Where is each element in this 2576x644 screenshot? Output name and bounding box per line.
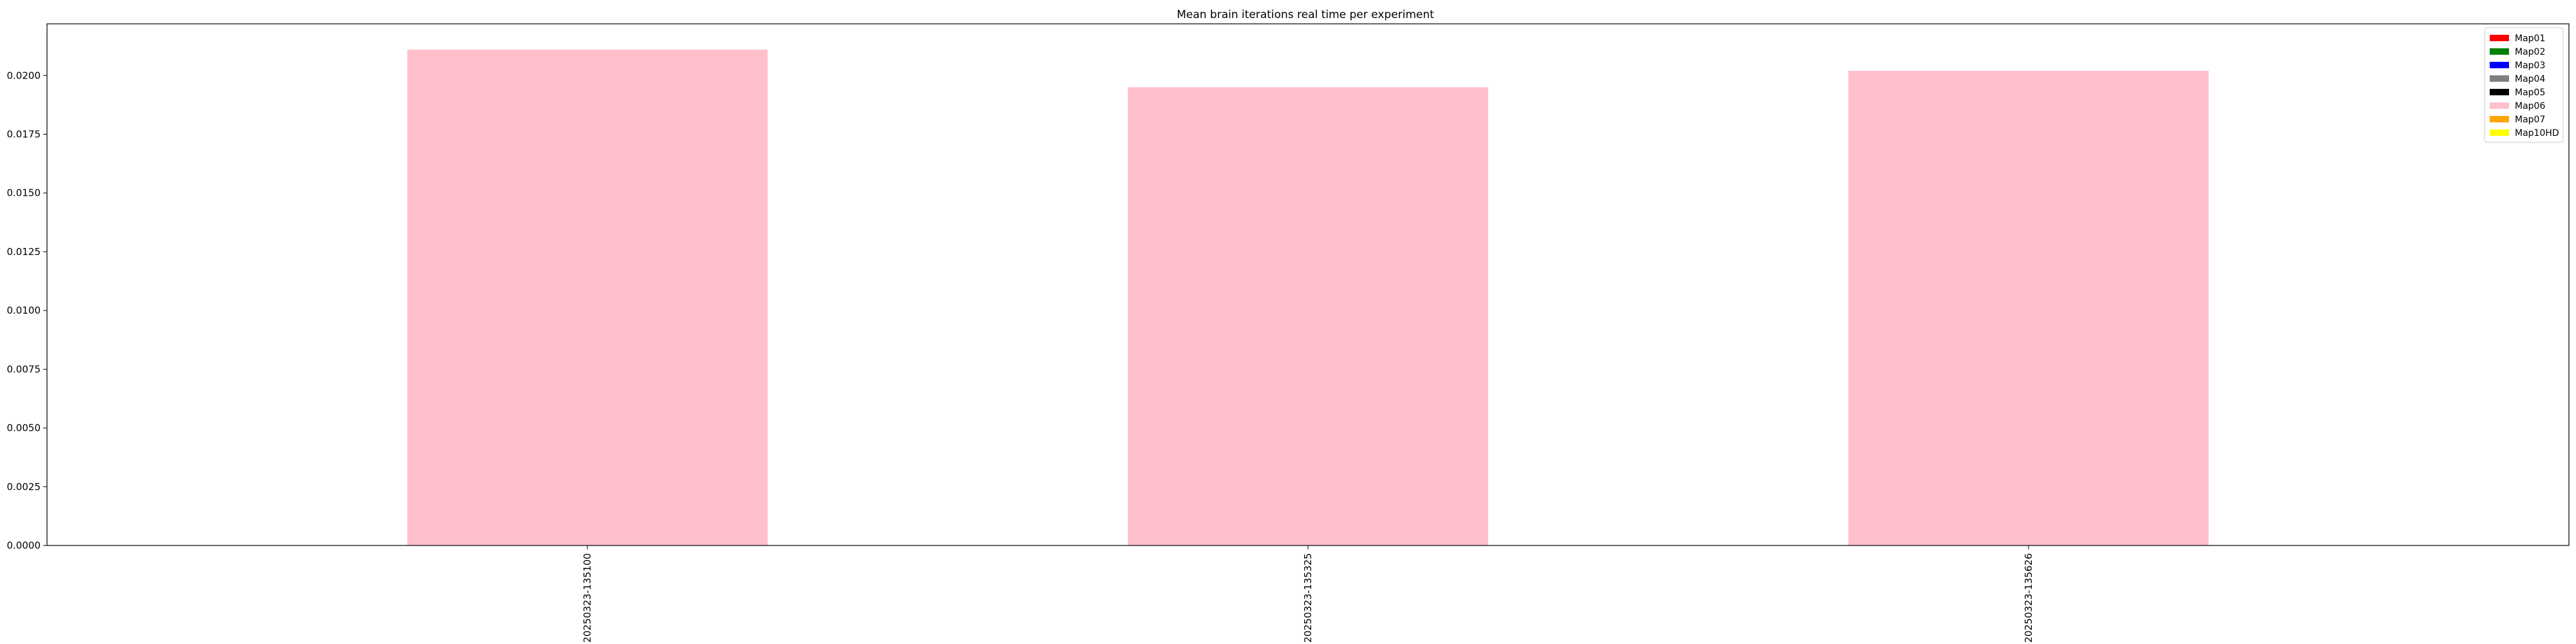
plot-frame xyxy=(46,23,2570,546)
y-tick-label: 0.0050 xyxy=(7,422,41,434)
y-tick-label: 0.0000 xyxy=(7,540,41,551)
legend-box xyxy=(2484,27,2564,143)
legend-label: Map02 xyxy=(2515,47,2545,57)
x-tick-label: 20250323-135325 xyxy=(1302,553,1314,643)
legend-swatch xyxy=(2490,116,2509,122)
y-axis: 0.0000 0.0025 0.0050 0.0075 0.0100 0.0125 0.01… xyxy=(7,70,47,551)
x-axis: 20250323-135100 20250323-135325 20250323-1… xyxy=(582,545,2034,643)
legend-swatch xyxy=(2490,102,2509,109)
y-tick-label: 0.0175 xyxy=(7,128,41,140)
y-tick-label: 0.0025 xyxy=(7,481,41,493)
bar-20250323-135325 xyxy=(1128,87,1488,545)
bar-20250323-135100 xyxy=(407,50,768,545)
legend-swatch xyxy=(2490,48,2509,55)
bar-20250323-135626 xyxy=(1848,70,2209,546)
legend-label: Map03 xyxy=(2515,61,2545,71)
y-tick-label: 0.0100 xyxy=(7,305,41,316)
y-tick-label: 0.0200 xyxy=(7,70,41,81)
y-tick-label: 0.0125 xyxy=(7,246,41,258)
legend-swatch xyxy=(2490,35,2509,41)
chart-title: Mean brain iterations real time per expe… xyxy=(1177,8,1434,21)
legend-swatch xyxy=(2490,89,2509,95)
legend: Map01 Map02 Map03 Map04 Map05 Map06 Map07 Map10… xyxy=(2484,27,2564,143)
legend-label: Map01 xyxy=(2515,33,2545,44)
legend-swatch xyxy=(2490,129,2509,136)
legend-label: Map06 xyxy=(2515,101,2545,111)
x-tick-label: 20250323-135100 xyxy=(582,553,593,643)
legend-label: Map05 xyxy=(2515,88,2545,98)
legend-label: Map10HD xyxy=(2515,128,2559,138)
legend-label: Map07 xyxy=(2515,115,2545,125)
legend-label: Map04 xyxy=(2515,74,2545,84)
x-tick-label: 20250323-135626 xyxy=(2023,553,2034,643)
y-tick-label: 0.0150 xyxy=(7,187,41,199)
y-tick-label: 0.0075 xyxy=(7,363,41,375)
bars-group xyxy=(407,50,2209,546)
legend-swatch xyxy=(2490,75,2509,82)
legend-swatch xyxy=(2490,62,2509,68)
